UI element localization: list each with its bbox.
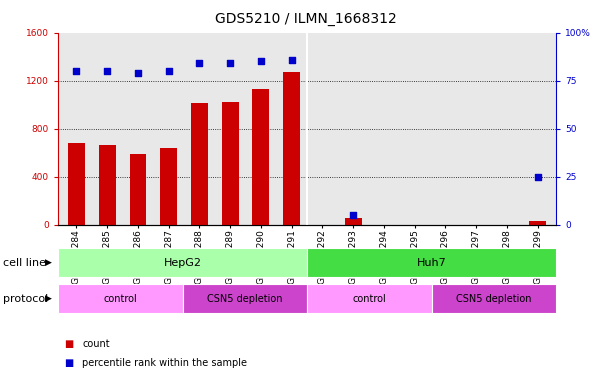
Text: percentile rank within the sample: percentile rank within the sample bbox=[82, 358, 247, 368]
Bar bbox=[307, 248, 556, 277]
Point bbox=[533, 174, 543, 180]
Text: control: control bbox=[353, 293, 386, 304]
Bar bbox=[183, 284, 307, 313]
Bar bbox=[99, 146, 115, 225]
Point bbox=[348, 212, 358, 218]
Bar bbox=[307, 284, 431, 313]
Text: CSN5 depletion: CSN5 depletion bbox=[207, 293, 282, 304]
Text: GDS5210 / ILMN_1668312: GDS5210 / ILMN_1668312 bbox=[214, 12, 397, 25]
Text: control: control bbox=[103, 293, 137, 304]
Bar bbox=[58, 248, 307, 277]
Text: CSN5 depletion: CSN5 depletion bbox=[456, 293, 532, 304]
Point bbox=[287, 56, 296, 63]
Text: Huh7: Huh7 bbox=[417, 258, 447, 268]
Text: cell line: cell line bbox=[3, 258, 46, 268]
Point bbox=[194, 60, 204, 66]
Text: protocol: protocol bbox=[3, 293, 48, 304]
Point bbox=[102, 68, 112, 74]
Point bbox=[256, 58, 266, 65]
Bar bbox=[68, 143, 85, 225]
Bar bbox=[191, 103, 208, 225]
Text: ▶: ▶ bbox=[45, 258, 52, 267]
Bar bbox=[58, 284, 183, 313]
Point bbox=[71, 68, 81, 74]
Bar bbox=[529, 221, 546, 225]
Point bbox=[133, 70, 143, 76]
Text: HepG2: HepG2 bbox=[164, 258, 202, 268]
Bar bbox=[160, 148, 177, 225]
Bar bbox=[345, 218, 362, 225]
Bar bbox=[431, 284, 556, 313]
Bar bbox=[222, 102, 239, 225]
Text: ■: ■ bbox=[64, 358, 73, 368]
Text: ■: ■ bbox=[64, 339, 73, 349]
Bar bbox=[130, 154, 147, 225]
Point bbox=[164, 68, 174, 74]
Bar bbox=[252, 89, 269, 225]
Text: ▶: ▶ bbox=[45, 294, 52, 303]
Bar bbox=[284, 72, 300, 225]
Text: count: count bbox=[82, 339, 110, 349]
Point bbox=[225, 60, 235, 66]
